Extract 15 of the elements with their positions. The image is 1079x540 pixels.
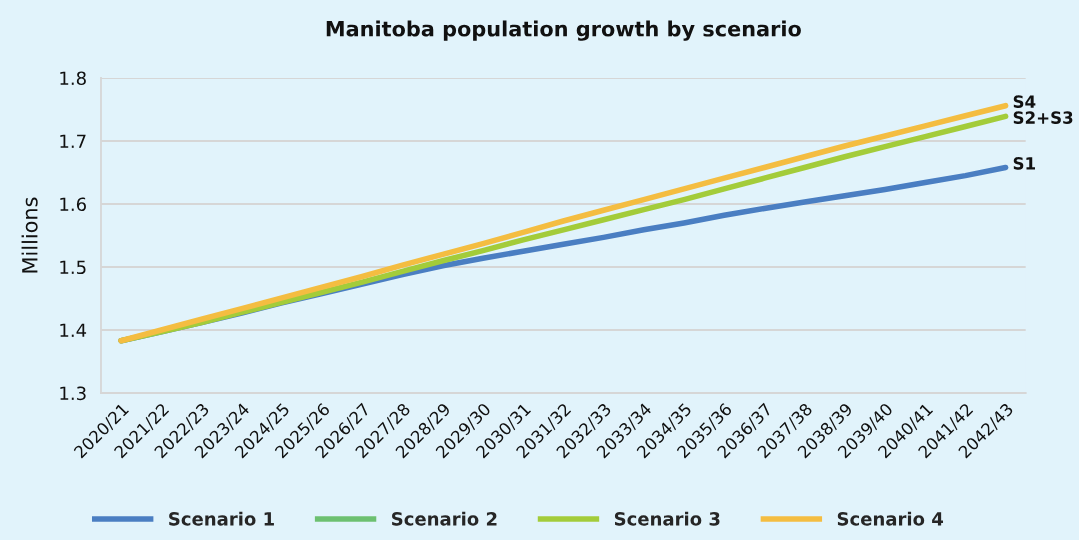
legend-label: Scenario 2 <box>392 511 497 526</box>
legend-label: Scenario 1 <box>169 511 274 526</box>
annotation: S1 <box>1013 157 1035 170</box>
legend-label: Scenario 3 <box>614 511 720 526</box>
y-tick-label: 1.4 <box>60 323 87 337</box>
y-tick-label: 1.7 <box>60 134 86 148</box>
y-axis-title: Millions <box>21 197 38 273</box>
y-tick-label: 1.8 <box>60 71 86 86</box>
legend-label: Scenario 4 <box>837 511 944 526</box>
y-tick-label: 1.5 <box>60 260 86 275</box>
chart-title: Manitoba population growth by scenario <box>326 20 801 41</box>
annotation: S2+S3 <box>1013 111 1073 124</box>
y-tick-label: 1.6 <box>60 197 86 212</box>
annotation: S4 <box>1013 95 1036 108</box>
y-tick-label: 1.3 <box>60 386 86 401</box>
